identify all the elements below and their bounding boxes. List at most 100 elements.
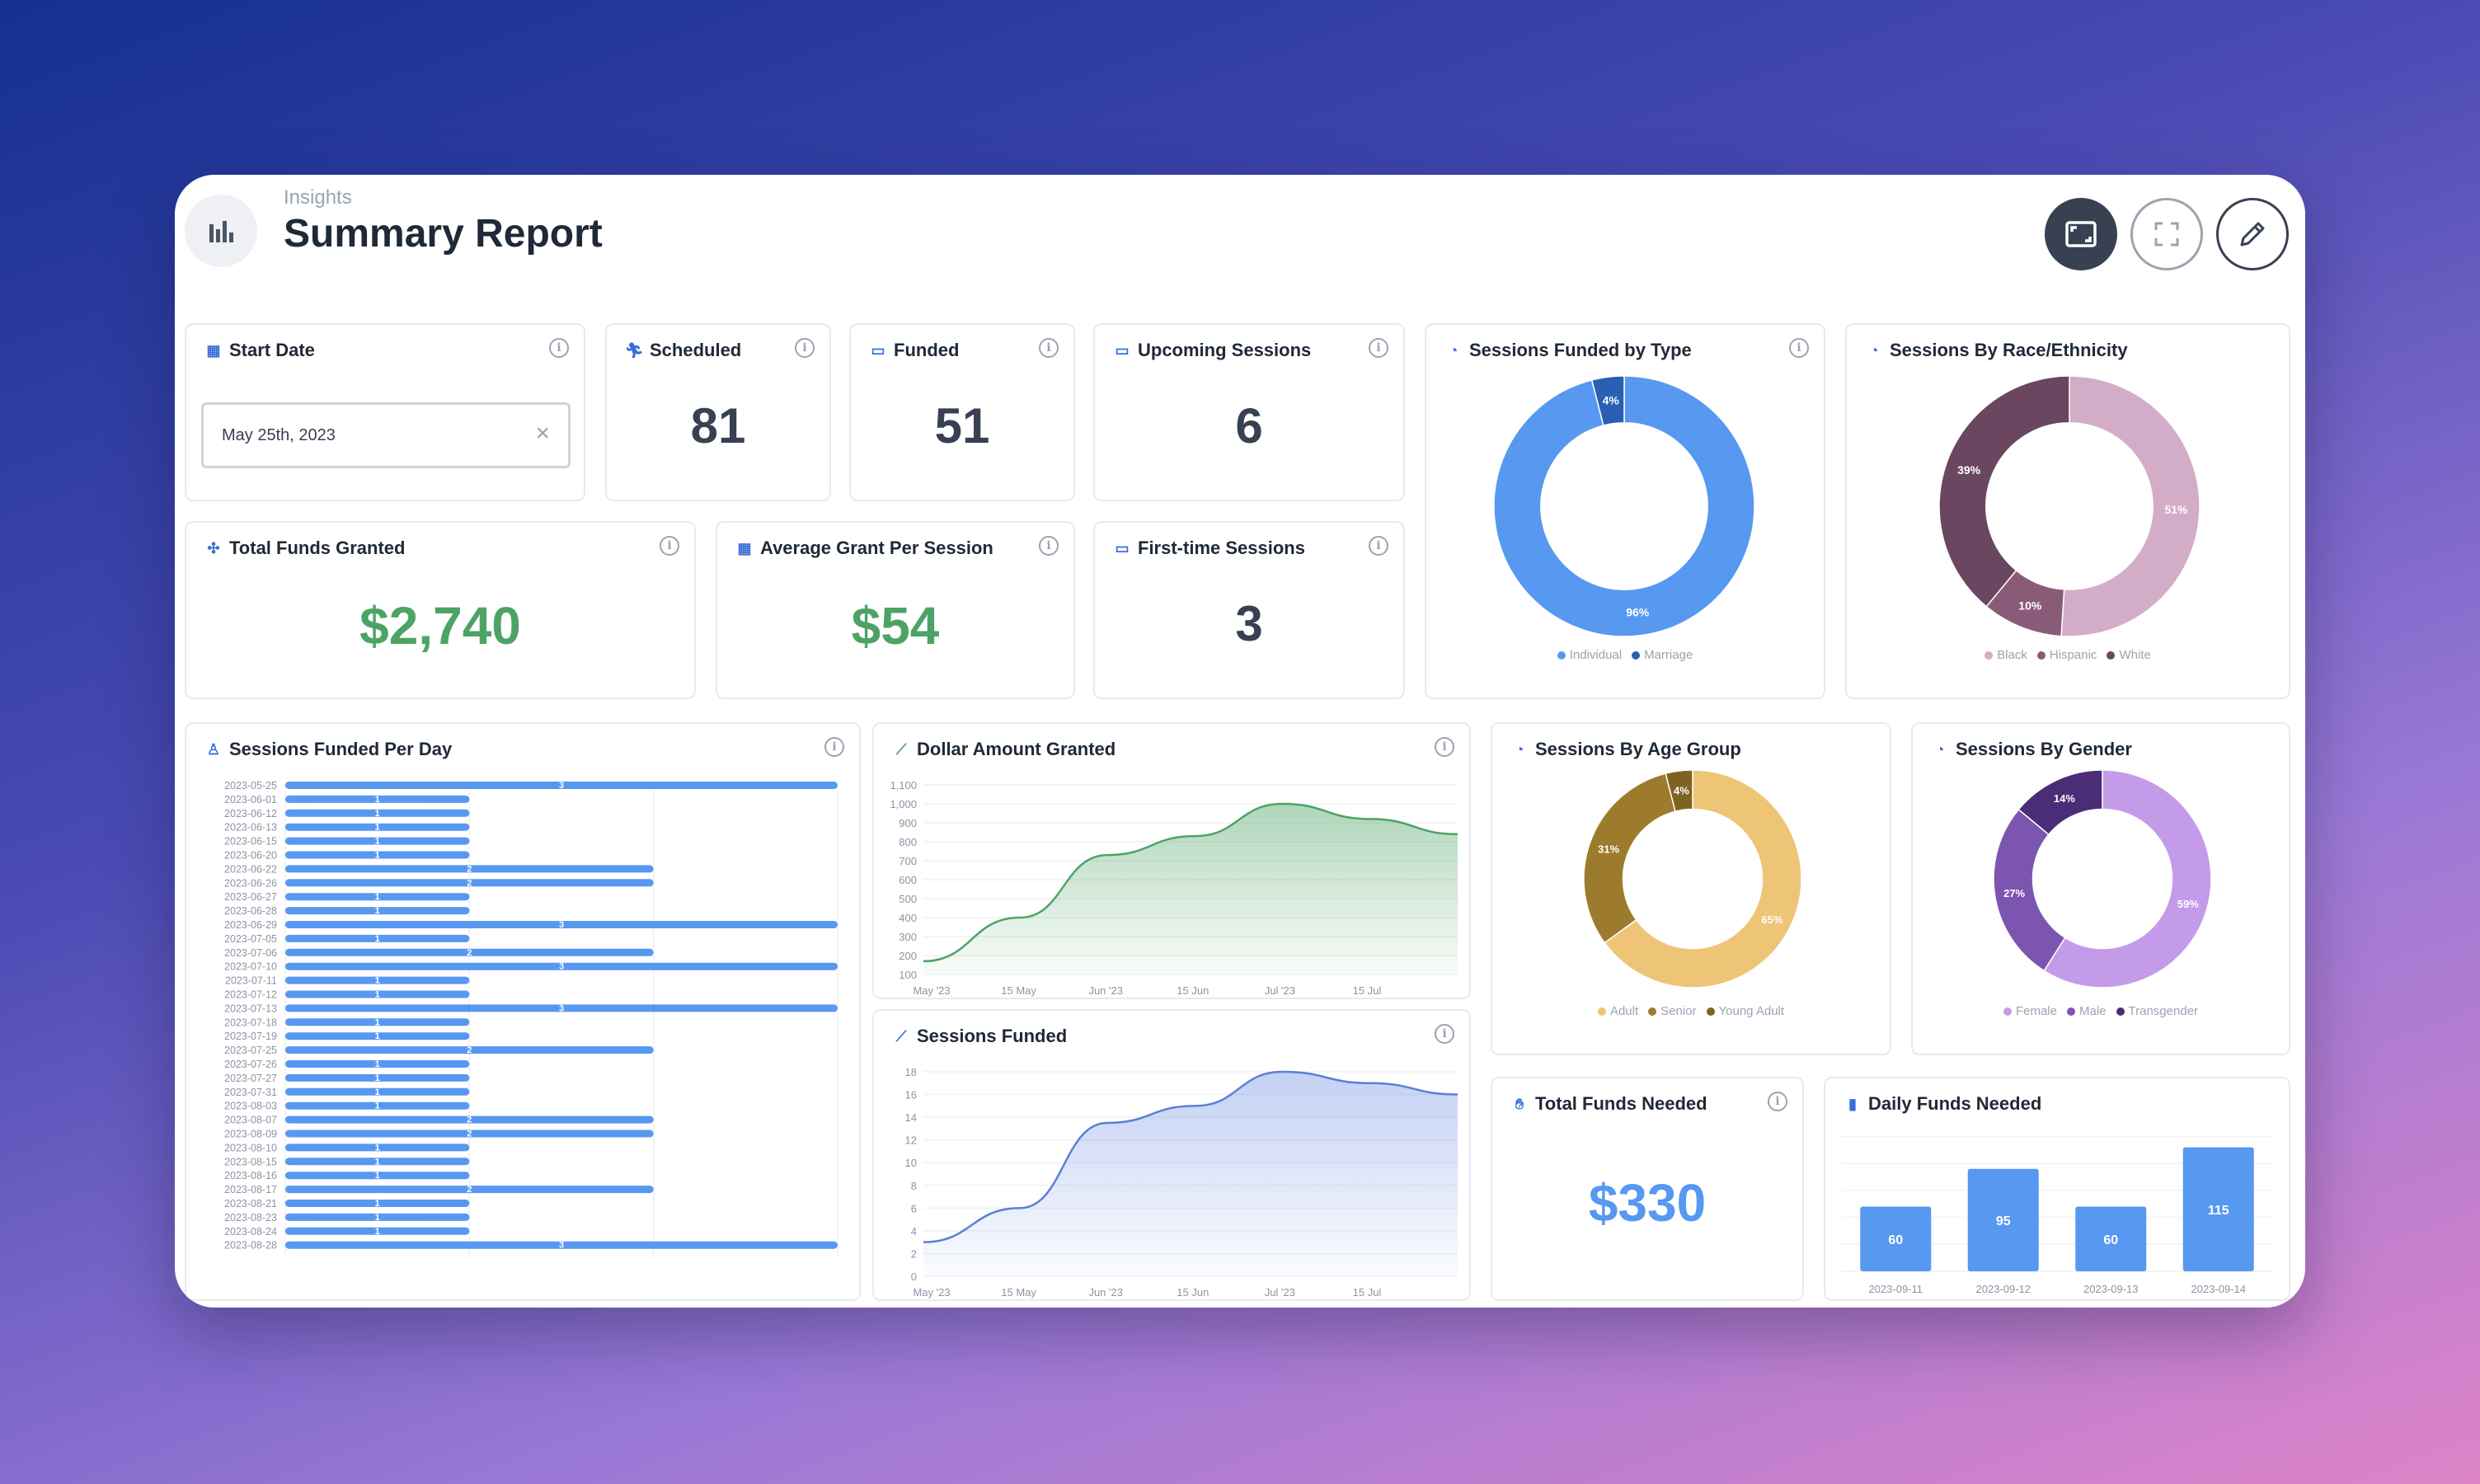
bar[interactable] <box>285 1158 470 1166</box>
tick-label: 2023-07-12 <box>224 989 277 1001</box>
info-icon[interactable]: i <box>660 536 679 556</box>
bar[interactable] <box>285 879 654 887</box>
legend-item[interactable]: Individual <box>1557 648 1622 662</box>
tick-label: 2023-08-09 <box>224 1129 277 1140</box>
bar-label: 1 <box>375 1143 380 1153</box>
bar[interactable] <box>285 921 838 928</box>
bar[interactable] <box>285 1060 470 1068</box>
tick-label: 2023-06-01 <box>224 794 277 805</box>
bar[interactable] <box>285 934 470 942</box>
bar[interactable] <box>285 893 470 901</box>
donut-slice[interactable] <box>2060 375 2201 637</box>
tick-label: May '23 <box>913 1286 950 1298</box>
info-icon[interactable]: i <box>1039 338 1059 358</box>
tick-label: 10 <box>905 1157 917 1169</box>
legend-item[interactable]: Marriage <box>1632 648 1693 662</box>
info-icon[interactable]: i <box>1435 737 1454 757</box>
legend-label: Female <box>2015 1004 2057 1018</box>
bar[interactable] <box>285 1004 838 1012</box>
bar[interactable] <box>285 1129 654 1138</box>
start-date-input[interactable]: May 25th, 2023 × <box>201 402 571 468</box>
bar[interactable] <box>2075 1206 2147 1271</box>
bar[interactable] <box>285 795 470 803</box>
donut-slice[interactable] <box>2017 769 2103 836</box>
bar[interactable] <box>285 1018 470 1026</box>
edit-button[interactable] <box>2216 198 2289 270</box>
info-icon[interactable]: i <box>795 338 815 358</box>
bar[interactable] <box>285 1213 470 1221</box>
bar[interactable] <box>285 1172 470 1180</box>
fullscreen-button[interactable] <box>2130 198 2203 270</box>
bar[interactable] <box>285 837 470 845</box>
bar[interactable] <box>285 976 470 984</box>
legend-item[interactable]: White <box>2107 648 2151 662</box>
info-icon[interactable]: i <box>549 338 569 358</box>
donut-slice[interactable] <box>1590 375 1625 426</box>
info-icon[interactable]: i <box>1369 338 1388 358</box>
card-title: Sessions Funded by Type <box>1469 340 1692 360</box>
bar[interactable] <box>2182 1147 2254 1271</box>
bar[interactable] <box>285 1101 470 1110</box>
card-title: Dollar Amount Granted <box>917 739 1116 759</box>
info-icon[interactable]: i <box>824 737 844 757</box>
donut-slice[interactable] <box>1665 769 1693 813</box>
legend-item[interactable]: Senior <box>1648 1004 1697 1018</box>
legend-item[interactable]: Black <box>1984 648 2027 662</box>
legend-label: Adult <box>1609 1004 1639 1018</box>
fit-view-button[interactable] <box>2045 198 2117 270</box>
bar[interactable] <box>285 962 838 970</box>
bar[interactable] <box>285 1032 470 1040</box>
bar[interactable] <box>285 1200 470 1207</box>
bar[interactable] <box>1967 1168 2039 1271</box>
summary-report-window: Insights Summary Report ▦ Start Date i Ma… <box>175 175 2305 1308</box>
bar[interactable] <box>285 1087 470 1096</box>
donut-slice[interactable] <box>2043 769 2212 989</box>
info-icon[interactable]: i <box>1369 536 1388 556</box>
tick-label: 2023-09-14 <box>2191 1283 2247 1295</box>
bar[interactable] <box>285 823 470 831</box>
donut-slice[interactable] <box>1583 773 1676 944</box>
legend-item[interactable]: Female <box>2003 1004 2057 1018</box>
bar[interactable] <box>285 990 470 998</box>
bar[interactable] <box>285 1227 470 1235</box>
bar[interactable] <box>285 948 654 956</box>
clear-date-icon[interactable]: × <box>535 420 550 447</box>
bar[interactable] <box>1860 1206 1932 1271</box>
series-line[interactable] <box>923 1070 1458 1243</box>
bar[interactable] <box>285 1144 470 1152</box>
bar[interactable] <box>285 1115 654 1124</box>
card-title: Sessions By Gender <box>1956 739 2132 759</box>
legend-item[interactable]: Hispanic <box>2036 648 2097 662</box>
legend-item[interactable]: Adult <box>1597 1004 1639 1018</box>
legend-item[interactable]: Male <box>2067 1004 2107 1018</box>
tick-label: Jul '23 <box>1265 984 1295 997</box>
tick-label: 16 <box>905 1089 917 1101</box>
bar[interactable] <box>285 851 470 859</box>
donut-slice[interactable] <box>1993 808 2066 972</box>
bar[interactable] <box>285 907 470 915</box>
bar[interactable] <box>285 1046 654 1054</box>
legend-item[interactable]: Transgender <box>2116 1004 2198 1018</box>
info-icon[interactable]: i <box>1768 1092 1787 1111</box>
bar[interactable] <box>285 1186 654 1194</box>
info-icon[interactable]: i <box>1789 338 1809 358</box>
legend-swatch <box>1706 1007 1715 1016</box>
tick-label: 2023-08-15 <box>224 1156 277 1167</box>
bar[interactable] <box>285 782 838 789</box>
legend-item[interactable]: Young Adult <box>1706 1004 1784 1018</box>
series-line[interactable] <box>923 802 1458 963</box>
sessions-by-gender-donut: 59% 27% 14% <box>1993 769 2212 989</box>
info-icon[interactable]: i <box>1039 536 1059 556</box>
donut-slice[interactable] <box>1493 375 1755 637</box>
area-fill <box>923 1072 1458 1276</box>
tick-label: 1,100 <box>890 779 917 791</box>
donut-slice[interactable] <box>1604 769 1802 989</box>
donut-slice[interactable] <box>1938 375 2070 608</box>
tick-label: 2023-08-23 <box>224 1212 277 1223</box>
bar[interactable] <box>285 865 654 873</box>
info-icon[interactable]: i <box>1435 1024 1454 1044</box>
tick-label: Jun '23 <box>1088 1286 1123 1298</box>
bar[interactable] <box>285 1241 838 1249</box>
bar[interactable] <box>285 809 470 817</box>
bar[interactable] <box>285 1073 470 1082</box>
